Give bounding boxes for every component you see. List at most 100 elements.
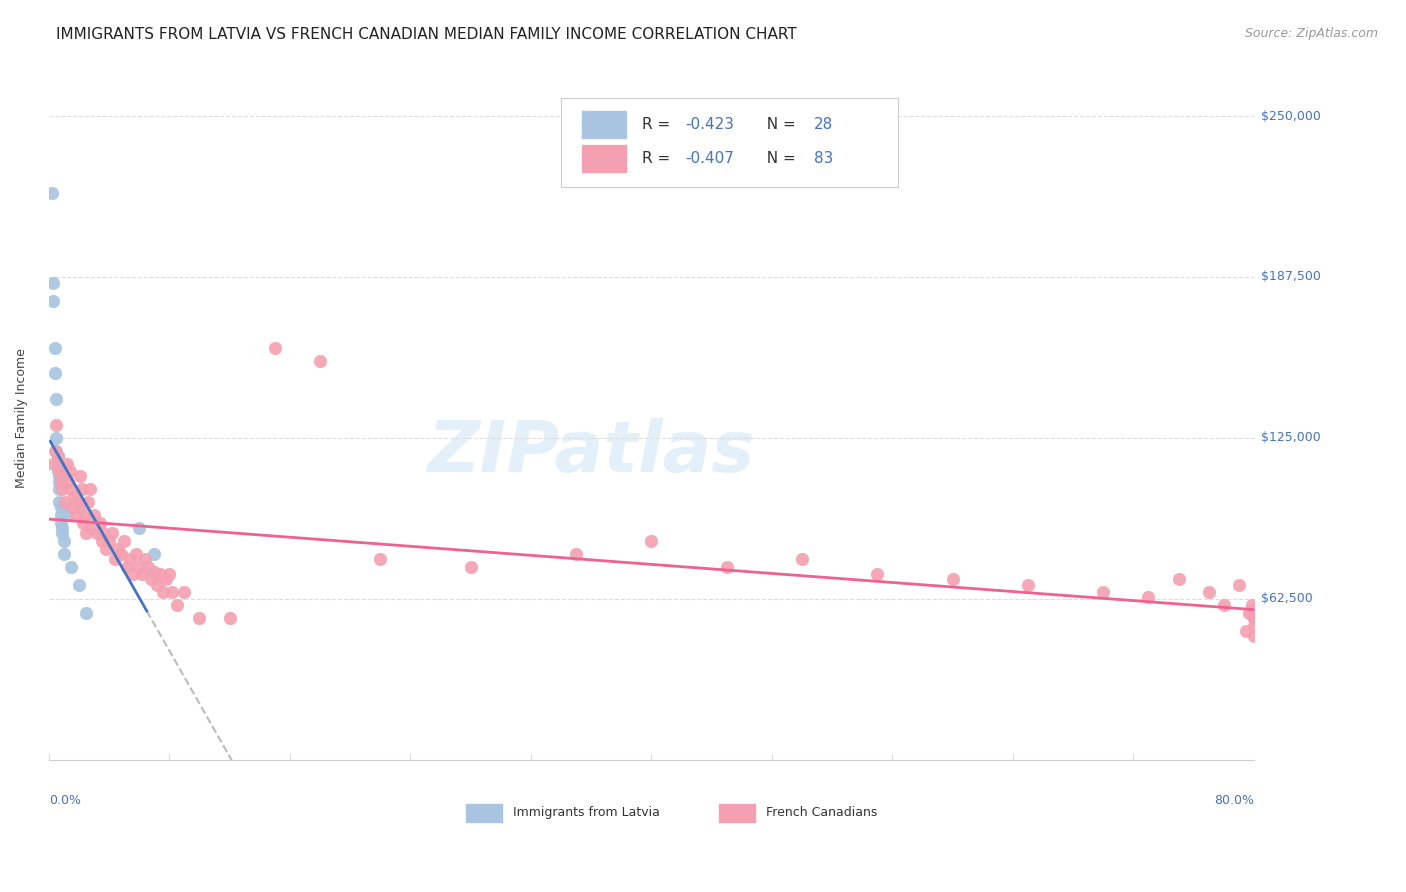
Point (134, 551, 156, 566)
Point (136, 559, 159, 574)
Point (131, 567, 153, 582)
Text: R =: R = (641, 151, 675, 166)
Point (115, 559, 138, 574)
FancyBboxPatch shape (582, 145, 627, 173)
Point (45, 431, 67, 445)
Point (110, 547, 132, 561)
Point (79, 483, 101, 497)
Point (51, 521, 73, 535)
Point (1243, 619, 1265, 633)
Point (309, 353, 332, 368)
Point (101, 526, 124, 541)
Point (218, 611, 240, 625)
Y-axis label: Median Family Income: Median Family Income (15, 349, 28, 489)
Point (1243, 611, 1265, 625)
FancyBboxPatch shape (582, 111, 627, 139)
Point (1243, 629, 1265, 643)
Point (48, 475, 70, 489)
Point (52, 547, 75, 561)
Point (716, 559, 738, 574)
Point (42, 277, 65, 291)
Point (128, 559, 150, 574)
Point (120, 551, 142, 566)
Point (48, 483, 70, 497)
Point (76, 606, 98, 620)
Point (58, 475, 80, 489)
Point (94, 541, 117, 556)
Point (49, 516, 72, 530)
Point (63, 490, 86, 504)
Text: N =: N = (758, 117, 801, 132)
Point (368, 551, 391, 566)
Point (80, 521, 103, 535)
Point (146, 577, 169, 591)
Point (942, 573, 965, 587)
Point (640, 533, 662, 548)
Point (460, 559, 482, 574)
Point (67, 577, 90, 591)
Point (46, 464, 69, 478)
Point (162, 585, 184, 599)
Point (56, 457, 79, 471)
Point (98, 533, 121, 548)
Text: N =: N = (758, 151, 801, 166)
Point (46, 449, 69, 463)
Point (1240, 603, 1263, 617)
Point (72, 516, 94, 530)
Point (44, 341, 66, 355)
Point (1137, 591, 1160, 605)
Point (44, 367, 66, 381)
Point (73, 508, 96, 522)
Point (70, 483, 93, 497)
Point (46, 457, 69, 471)
Point (90, 533, 112, 548)
Text: 83: 83 (814, 151, 834, 166)
FancyBboxPatch shape (561, 98, 898, 186)
Point (51, 526, 73, 541)
Text: Immigrants from Latvia: Immigrants from Latvia (513, 806, 659, 820)
Point (155, 573, 177, 587)
Point (1167, 573, 1189, 587)
Point (49, 475, 72, 489)
Point (188, 611, 211, 625)
Point (56, 508, 79, 522)
Text: French Canadians: French Canadians (766, 806, 877, 820)
Point (52, 469, 75, 483)
Point (157, 567, 180, 582)
Point (52, 533, 75, 548)
Text: ZIPatlas: ZIPatlas (427, 418, 755, 487)
Point (866, 567, 889, 582)
Point (104, 551, 127, 566)
Point (67, 500, 90, 515)
Point (1239, 606, 1261, 620)
Text: Source: ZipAtlas.com: Source: ZipAtlas.com (1244, 27, 1378, 40)
Point (1017, 577, 1039, 591)
Point (149, 567, 172, 582)
Point (45, 417, 67, 432)
Point (48, 464, 70, 478)
Point (60, 559, 83, 574)
Point (42, 294, 65, 309)
Point (60, 483, 83, 497)
Point (59, 464, 82, 478)
FancyBboxPatch shape (464, 803, 503, 823)
Point (1212, 598, 1234, 612)
Text: $250,000: $250,000 (1261, 110, 1320, 122)
Point (1198, 585, 1220, 599)
Point (86, 526, 108, 541)
Point (55, 495, 77, 509)
Point (69, 469, 91, 483)
Point (107, 541, 129, 556)
Point (173, 585, 195, 599)
Point (49, 500, 72, 515)
Point (143, 565, 166, 579)
Text: 80.0%: 80.0% (1213, 794, 1254, 806)
Text: -0.407: -0.407 (685, 151, 734, 166)
Point (66, 495, 89, 509)
Point (143, 547, 166, 561)
Point (1227, 577, 1250, 591)
Text: $187,500: $187,500 (1261, 270, 1320, 284)
Text: IMMIGRANTS FROM LATVIA VS FRENCH CANADIAN MEDIAN FAMILY INCOME CORRELATION CHART: IMMIGRANTS FROM LATVIA VS FRENCH CANADIA… (56, 27, 797, 42)
Point (45, 443, 67, 458)
Point (49, 508, 72, 522)
